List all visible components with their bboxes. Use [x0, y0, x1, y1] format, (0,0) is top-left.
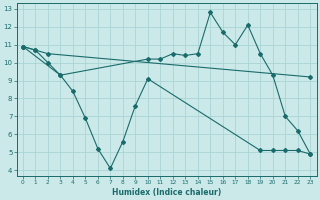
X-axis label: Humidex (Indice chaleur): Humidex (Indice chaleur): [112, 188, 221, 197]
